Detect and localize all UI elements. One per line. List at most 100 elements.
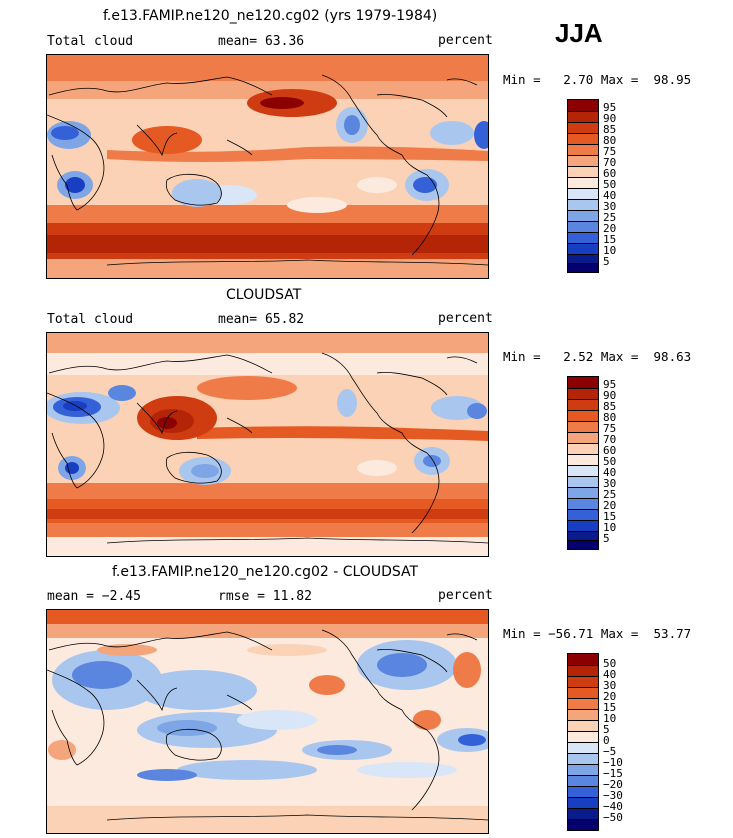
colorbar-swatch — [568, 122, 598, 133]
colorbar-swatch — [568, 819, 598, 830]
colorbar-swatch — [568, 540, 598, 549]
colorbar-swatch — [568, 377, 598, 388]
colorbar-swatch — [568, 487, 598, 498]
colorbar-swatch — [568, 166, 598, 177]
colorbar-swatch — [568, 454, 598, 465]
panel2-map-plot — [47, 333, 488, 556]
colorbar-swatch — [568, 465, 598, 476]
colorbar-swatch — [568, 786, 598, 797]
colorbar-swatch — [568, 188, 598, 199]
colorbar-label: 90 — [603, 112, 617, 125]
colorbar-swatch — [568, 753, 598, 764]
colorbar-label: 5 — [603, 723, 610, 736]
colorbar-label: 75 — [603, 422, 617, 435]
colorbar-label: 75 — [603, 145, 617, 158]
panel2-units-label: percent — [438, 311, 493, 326]
colorbar-swatch — [568, 263, 598, 272]
colorbar-swatch — [568, 243, 598, 254]
colorbar-label: −30 — [603, 789, 623, 802]
colorbar-swatch — [568, 443, 598, 454]
colorbar-label: 15 — [603, 701, 617, 714]
season-label: JJA — [555, 18, 603, 48]
colorbar-label: 10 — [603, 712, 617, 725]
colorbar-swatch — [568, 509, 598, 520]
colorbar-label: 60 — [603, 167, 617, 180]
colorbar-label: 85 — [603, 400, 617, 413]
colorbar-swatch — [568, 775, 598, 786]
colorbar-label: 15 — [603, 510, 617, 523]
colorbar-label: 30 — [603, 679, 617, 692]
colorbar-label: 40 — [603, 466, 617, 479]
panel1-minmax: Min = 2.70 Max = 98.95 — [503, 72, 692, 87]
colorbar-label: −20 — [603, 778, 623, 791]
colorbar-label: 95 — [603, 101, 617, 114]
panel3-units-label: percent — [438, 588, 493, 603]
colorbar-label: 40 — [603, 668, 617, 681]
colorbar-swatch — [568, 709, 598, 720]
colorbar-swatch — [568, 111, 598, 122]
colorbar-label: 5 — [603, 532, 610, 545]
colorbar-swatch — [568, 133, 598, 144]
colorbar-label: 70 — [603, 156, 617, 169]
colorbar-label: 15 — [603, 233, 617, 246]
colorbar-label: 20 — [603, 499, 617, 512]
colorbar-label: 5 — [603, 255, 610, 268]
panel1-title: f.e13.FAMIP.ne120_ne120.cg02 (yrs 1979-1… — [103, 8, 438, 24]
colorbar-swatch — [568, 388, 598, 399]
colorbar-swatch — [568, 808, 598, 819]
colorbar-swatch — [568, 797, 598, 808]
panel3-minmax: Min = −56.71 Max = 53.77 — [503, 626, 692, 641]
colorbar-label: 30 — [603, 477, 617, 490]
panel1-units-label: percent — [438, 33, 493, 48]
colorbar-swatch — [568, 144, 598, 155]
colorbar-label: 30 — [603, 200, 617, 213]
colorbar-swatch — [568, 498, 598, 509]
colorbar-label: −10 — [603, 756, 623, 769]
colorbar-label: 50 — [603, 657, 617, 670]
colorbar-swatch — [568, 698, 598, 709]
colorbar-swatch — [568, 687, 598, 698]
colorbar-swatch — [568, 221, 598, 232]
colorbar-swatch — [568, 155, 598, 166]
colorbar-label: 60 — [603, 444, 617, 457]
panel2-colorbar — [567, 376, 599, 550]
colorbar-label: −50 — [603, 811, 623, 824]
colorbar-label: 25 — [603, 488, 617, 501]
colorbar-label: 95 — [603, 378, 617, 391]
colorbar-label: 80 — [603, 411, 617, 424]
panel3-rmse-label: rmse = 11.82 — [218, 589, 312, 604]
colorbar-swatch — [568, 764, 598, 775]
panel1-colorbar — [567, 99, 599, 273]
colorbar-swatch — [568, 742, 598, 753]
colorbar-swatch — [568, 676, 598, 687]
colorbar-swatch — [568, 665, 598, 676]
colorbar-swatch — [568, 199, 598, 210]
colorbar-label: 20 — [603, 222, 617, 235]
colorbar-swatch — [568, 476, 598, 487]
colorbar-label: 70 — [603, 433, 617, 446]
colorbar-swatch — [568, 410, 598, 421]
panel2-mean-label: mean= 65.82 — [218, 312, 305, 327]
panel1-mean-label: mean= 63.36 — [218, 34, 305, 49]
panel3-map-plot — [47, 610, 488, 833]
panel1-map — [46, 54, 489, 279]
colorbar-label: −15 — [603, 767, 623, 780]
colorbar-label: 20 — [603, 690, 617, 703]
colorbar-label: 40 — [603, 189, 617, 202]
panel3-title: f.e13.FAMIP.ne120_ne120.cg02 - CLOUDSAT — [112, 564, 419, 580]
colorbar-label: 10 — [603, 244, 617, 257]
panel2-minmax: Min = 2.52 Max = 98.63 — [503, 349, 692, 364]
colorbar-swatch — [568, 654, 598, 665]
colorbar-swatch — [568, 531, 598, 540]
panel3-mean-label: mean = −2.45 — [47, 589, 141, 604]
colorbar-label: 85 — [603, 123, 617, 136]
colorbar-swatch — [568, 210, 598, 221]
colorbar-swatch — [568, 399, 598, 410]
colorbar-swatch — [568, 720, 598, 731]
panel2-variable-label: Total cloud — [47, 312, 134, 327]
panel3-map — [46, 609, 489, 834]
panel2-map — [46, 332, 489, 557]
colorbar-swatch — [568, 177, 598, 188]
colorbar-label: 80 — [603, 134, 617, 147]
colorbar-label: 90 — [603, 389, 617, 402]
